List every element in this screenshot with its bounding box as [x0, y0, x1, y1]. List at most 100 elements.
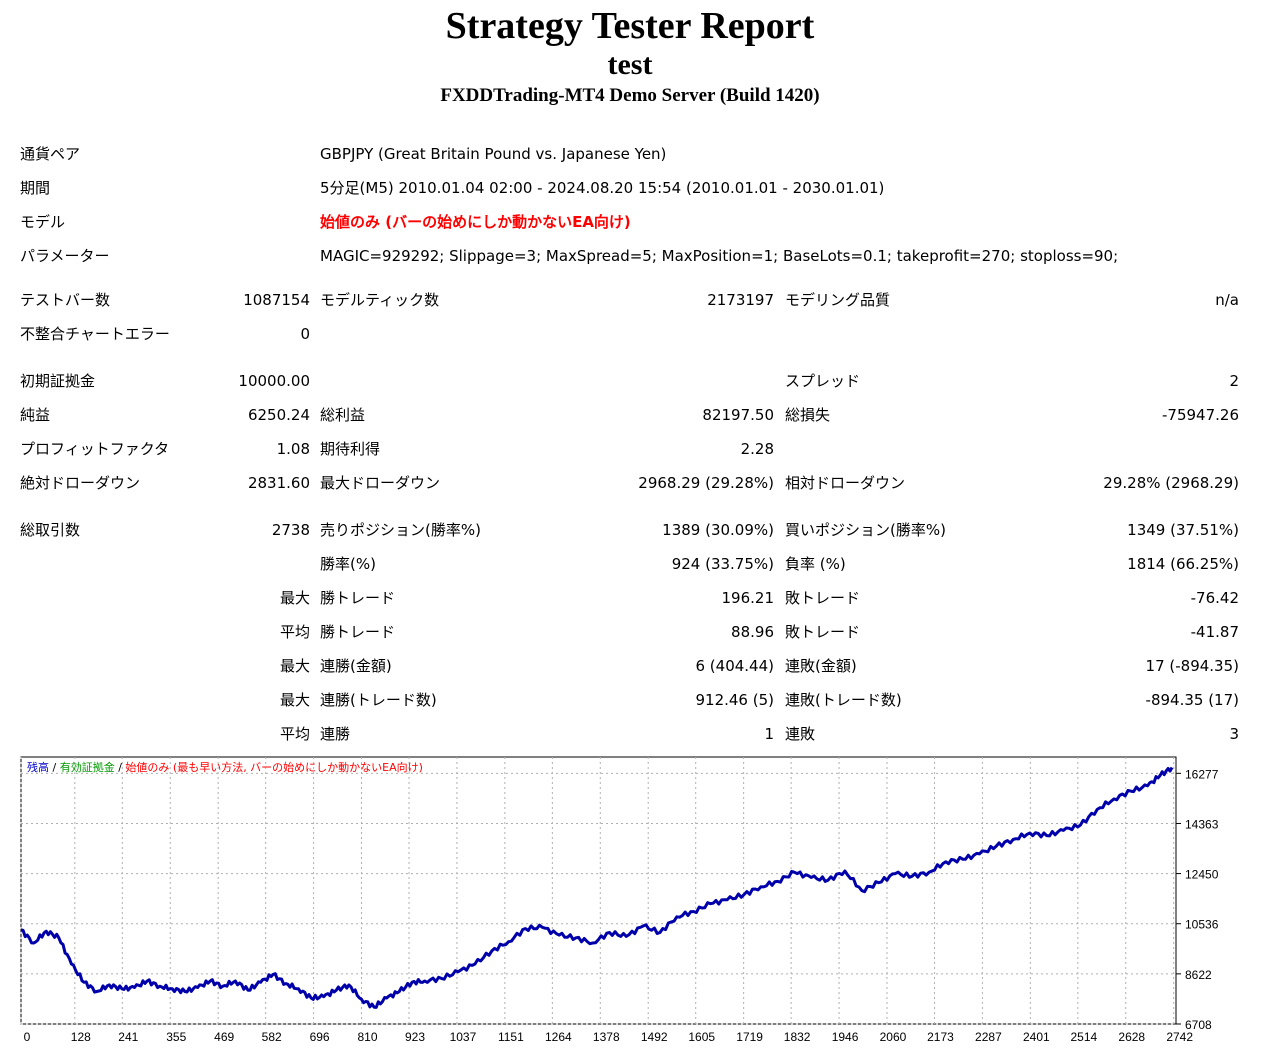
period-value: 5分足(M5) 2010.01.04 02:00 - 2024.08.20 15… — [320, 179, 885, 197]
largest-win-value: 196.21 — [721, 589, 775, 607]
loss-rate-value: 1814 (66.25%) — [1127, 555, 1239, 573]
quality-value: n/a — [1215, 291, 1239, 309]
average-loss-label: 敗トレード — [785, 623, 861, 641]
largest-loss-label: 敗トレード — [785, 589, 861, 607]
x-tick-label: 2628 — [1118, 1030, 1145, 1044]
absolute-drawdown-value: 2831.60 — [247, 474, 310, 492]
total-trades-value: 2738 — [271, 521, 310, 539]
long-positions-value: 1349 (37.51%) — [1127, 521, 1239, 539]
average-win-label: 勝トレード — [320, 623, 396, 641]
ticks-label: モデルティック数 — [320, 291, 440, 309]
period-label: 期間 — [20, 179, 51, 197]
report-name: test — [607, 48, 653, 81]
max-consecutive-loss-label: 連敗(トレード数) — [785, 691, 902, 709]
x-tick-label: 1605 — [688, 1030, 715, 1044]
profit-factor-label: プロフィットファクタ — [20, 440, 170, 458]
x-tick-label: 469 — [214, 1030, 234, 1044]
x-tick-label: 1151 — [498, 1030, 524, 1044]
net-profit-label: 純益 — [20, 406, 51, 424]
x-tick-label: 2287 — [975, 1030, 1002, 1044]
expected-payoff-label: 期待利得 — [320, 440, 381, 458]
bars-value: 1087154 — [243, 291, 310, 309]
x-tick-label: 696 — [310, 1030, 330, 1044]
legend-entry: 有効証拠金 — [60, 760, 115, 774]
x-tick-label: 2060 — [880, 1030, 907, 1044]
max-consecutive-losses-value: 17 (-894.35) — [1145, 657, 1239, 675]
ticks-value: 2173197 — [707, 291, 774, 309]
y-tick-label: 16277 — [1185, 767, 1219, 781]
x-tick-label: 1264 — [545, 1030, 572, 1044]
quality-label: モデリング品質 — [785, 291, 891, 309]
y-tick-label: 6708 — [1185, 1018, 1212, 1032]
net-profit-value: 6250.24 — [247, 406, 310, 424]
largest-win-label: 勝トレード — [320, 589, 396, 607]
legend-entry: / — [115, 761, 126, 774]
balance-chart: 6708 8622 10536 12450 14363 16277 0 128 241 355 46… — [20, 756, 1260, 1050]
x-tick-label: 2173 — [927, 1030, 954, 1044]
x-tick-label: 241 — [118, 1030, 138, 1044]
balance-line — [20, 766, 1174, 1009]
x-tick-label: 2514 — [1070, 1030, 1097, 1044]
balance-chart-svg: 6708 8622 10536 12450 14363 16277 0 128 241 355 46… — [20, 756, 1219, 1044]
max-consecutive-profit-value: 912.46 (5) — [695, 691, 774, 709]
absolute-drawdown-label: 絶対ドローダウン — [20, 474, 141, 492]
average-consecutive-losses-label: 連敗 — [785, 725, 816, 743]
max-consecutive-prefix: 最大 — [279, 657, 310, 675]
max-consecutive-losses-label: 連敗(金額) — [785, 657, 857, 675]
total-trades-label: 総取引数 — [20, 521, 81, 539]
max-consecutive-wins-label: 連勝(金額) — [320, 657, 392, 675]
x-tick-label: 355 — [166, 1030, 186, 1044]
symbol-label: 通貨ペア — [20, 145, 81, 163]
legend-entry: 始値のみ (最も早い方法, バーの始めにしか動かないEA向け) — [125, 760, 423, 774]
x-tick-label: 923 — [405, 1030, 425, 1044]
y-tick-label: 10536 — [1185, 918, 1219, 932]
y-tick-label: 14363 — [1185, 817, 1219, 831]
parameters-value: MAGIC=929292; Slippage=3; MaxSpread=5; M… — [320, 247, 1119, 265]
average-loss-value: -41.87 — [1190, 623, 1239, 641]
largest-prefix: 最大 — [279, 589, 310, 607]
x-tick-label: 1037 — [450, 1030, 477, 1044]
report-title: Strategy Tester Report — [445, 5, 815, 47]
loss-rate-label: 負率 (%) — [785, 555, 846, 573]
max-consecutive-profit-label: 連勝(トレード数) — [320, 691, 437, 709]
gross-profit-value: 82197.50 — [702, 406, 774, 424]
x-tick-label: 1946 — [832, 1030, 859, 1044]
maximal-drawdown-value: 2968.29 (29.28%) — [638, 474, 774, 492]
short-positions-value: 1389 (30.09%) — [662, 521, 774, 539]
relative-drawdown-value: 29.28% (2968.29) — [1103, 474, 1239, 492]
plot-frame — [20, 756, 1177, 1025]
mismatch-value: 0 — [300, 325, 310, 343]
x-tick-label: 2742 — [1166, 1030, 1193, 1044]
legend-entry: 残高 — [27, 760, 49, 774]
deposit-label: 初期証拠金 — [20, 372, 96, 390]
y-tick-label: 8622 — [1185, 968, 1212, 982]
gross-profit-label: 総利益 — [320, 406, 366, 424]
relative-drawdown-label: 相対ドローダウン — [785, 474, 906, 492]
model-value: 始値のみ (バーの始めにしか動かないEA向け) — [320, 213, 631, 231]
x-tick-label: 582 — [262, 1030, 282, 1044]
x-tick-label: 1378 — [593, 1030, 620, 1044]
x-tick-label: 128 — [71, 1030, 91, 1044]
max-consecutive-wins-value: 6 (404.44) — [695, 657, 774, 675]
deposit-value: 10000.00 — [238, 372, 310, 390]
win-rate-label: 勝率(%) — [320, 555, 376, 573]
legend-entry: / — [49, 761, 60, 774]
gross-loss-label: 総損失 — [785, 406, 831, 424]
average-consecutive-losses-value: 3 — [1229, 725, 1239, 743]
max-consecutive-count-prefix: 最大 — [279, 691, 310, 709]
average-prefix: 平均 — [279, 623, 310, 641]
bars-label: テストバー数 — [20, 291, 111, 309]
x-tick-label: 810 — [357, 1030, 377, 1044]
win-rate-value: 924 (33.75%) — [671, 555, 774, 573]
server-name: FXDDTrading-MT4 Demo Server (Build 1420) — [440, 85, 820, 106]
profit-factor-value: 1.08 — [276, 440, 310, 458]
gross-loss-value: -75947.26 — [1162, 406, 1239, 424]
spread-value: 2 — [1229, 372, 1239, 390]
expected-payoff-value: 2.28 — [740, 440, 774, 458]
spread-label: スプレッド — [785, 372, 861, 390]
max-consecutive-loss-value: -894.35 (17) — [1145, 691, 1239, 709]
chart-legend: 残高 / 有効証拠金 / 始値のみ (最も早い方法, バーの始めにしか動かないE… — [27, 760, 423, 774]
average-consecutive-wins-value: 1 — [764, 725, 774, 743]
short-positions-label: 売りポジション(勝率%) — [320, 521, 481, 539]
average-consecutive-wins-label: 連勝 — [320, 725, 351, 743]
